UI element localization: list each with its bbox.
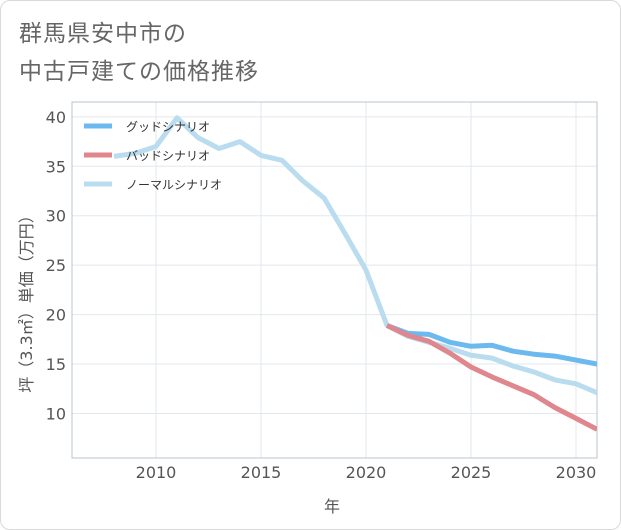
x-tick-label: 2025 [451, 463, 492, 482]
legend-label-normal: ノーマルシナリオ [126, 178, 222, 192]
y-tick-label: 30 [46, 207, 66, 226]
x-tick-label: 2020 [346, 463, 387, 482]
y-tick-label: 10 [46, 405, 66, 424]
plot-area [71, 101, 598, 459]
series-line-normal [113, 115, 597, 396]
legend-label-good: グッドシナリオ [126, 120, 210, 134]
y-tick-label: 20 [46, 306, 66, 325]
y-tick-label: 15 [46, 355, 66, 374]
series-line-bad [385, 323, 597, 432]
x-tick-label: 2010 [136, 463, 177, 482]
chart-title-line-1: 群馬県安中市の [19, 21, 187, 47]
y-tick-labels: 10 15 20 25 30 35 40 [46, 108, 66, 424]
y-axis-title: 坪（3.3㎡）単価（万円） [17, 207, 36, 392]
chart-title: 群馬県安中市の 中古戸建ての価格推移 [19, 15, 259, 91]
x-tick-label: 2030 [556, 463, 597, 482]
y-tick-label: 40 [46, 108, 66, 127]
legend-label-bad: バッドシナリオ [126, 149, 210, 163]
x-axis-title: 年 [324, 497, 340, 516]
chart-title-line-2: 中古戸建ての価格推移 [19, 59, 259, 85]
x-tick-labels: 2010 2015 2020 2025 2030 [136, 463, 597, 482]
series-layer [113, 115, 597, 432]
series-line-good [386, 323, 597, 367]
y-tick-label: 35 [46, 157, 66, 176]
y-tick-label: 25 [46, 256, 66, 275]
x-tick-label: 2015 [241, 463, 282, 482]
grid [72, 102, 597, 458]
